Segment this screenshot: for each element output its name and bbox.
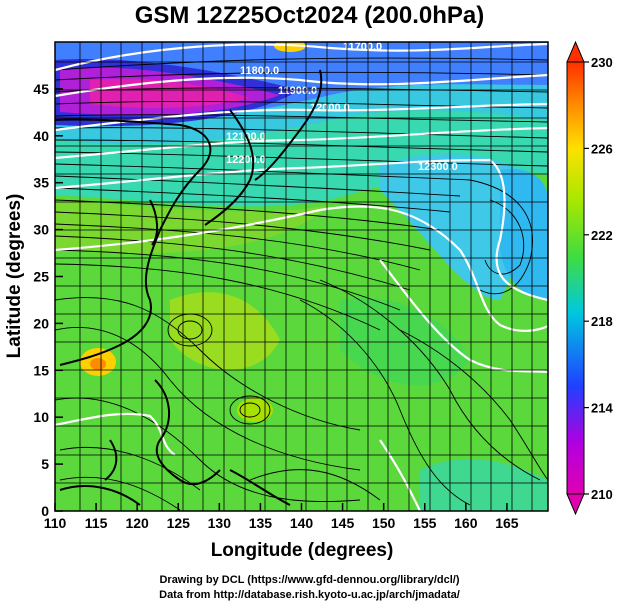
y-tick-label: 0 (41, 503, 49, 519)
y-tick-label: 35 (33, 175, 49, 191)
y-tick-label: 15 (33, 362, 49, 378)
x-tick-label: 110 (44, 515, 67, 531)
x-tick-label: 160 (454, 515, 478, 531)
chart-title: GSM 12Z25Oct2024 (200.0hPa) (134, 2, 485, 29)
x-tick-label: 150 (372, 515, 396, 531)
y-tick-label: 45 (33, 81, 49, 97)
x-tick-label: 125 (167, 515, 191, 531)
colorbar-min-arrow (566, 493, 585, 516)
grid-lines (55, 42, 548, 511)
contour-label-11700: 11700.0 (343, 41, 382, 53)
x-axis: 110 115 120 125 130 135 140 145 150 155 160 165 (44, 503, 519, 531)
y-axis-label: Latitude (degrees) (4, 194, 25, 359)
x-tick-label: 140 (290, 515, 314, 531)
colorbar-tick-label: 230 (591, 55, 613, 70)
colorbar-ticks: 210 214 218 222 226 230 (584, 55, 613, 502)
contour-labels: 11700.0 11800.0 11900.0 12000.0 12100.0 … (226, 41, 458, 173)
colorbar-gradient (566, 61, 585, 495)
contour-label-12000: 12000.0 (310, 102, 350, 114)
colorbar-tick-label: 226 (591, 141, 613, 156)
y-tick-label: 5 (41, 456, 49, 472)
y-tick-label: 25 (33, 269, 49, 285)
y-tick-label: 10 (33, 409, 49, 425)
x-tick-label: 130 (208, 515, 232, 531)
y-tick-label: 40 (33, 128, 49, 144)
contour-label-11900: 11900.0 (278, 85, 317, 97)
colorbar-tick-label: 222 (591, 228, 613, 243)
credit-line-dcl: Drawing by DCL (https://www.gfd-dennou.o… (159, 574, 460, 586)
colorbar-tick-label: 214 (591, 401, 613, 416)
y-axis: 0 5 10 15 20 25 30 35 40 45 (33, 81, 63, 519)
contour-label-12300: 12300.0 (418, 161, 458, 173)
x-tick-label: 155 (413, 515, 437, 531)
height-contours (55, 42, 548, 511)
x-tick-label: 115 (85, 515, 108, 531)
y-tick-label: 20 (33, 315, 49, 331)
contour-label-12200: 12200.0 (226, 154, 266, 166)
chart-figure: 11700.0 11800.0 11900.0 12000.0 12100.0 … (4, 40, 613, 561)
x-tick-label: 120 (125, 515, 149, 531)
x-tick-label: 135 (249, 515, 273, 531)
x-tick-label: 145 (331, 515, 355, 531)
x-axis-label: Longitude (degrees) (211, 540, 394, 561)
x-tick-label: 165 (495, 515, 519, 531)
colorbar-max-arrow (566, 40, 585, 63)
credit-line-data: Data from http://database.rish.kyoto-u.a… (159, 589, 460, 601)
y-tick-label: 30 (33, 222, 49, 238)
colorbar: 210 214 218 222 226 230 (566, 40, 613, 516)
contour-label-11800: 11800.0 (240, 65, 279, 77)
colorbar-tick-label: 210 (591, 487, 613, 502)
colorbar-tick-label: 218 (591, 314, 613, 329)
